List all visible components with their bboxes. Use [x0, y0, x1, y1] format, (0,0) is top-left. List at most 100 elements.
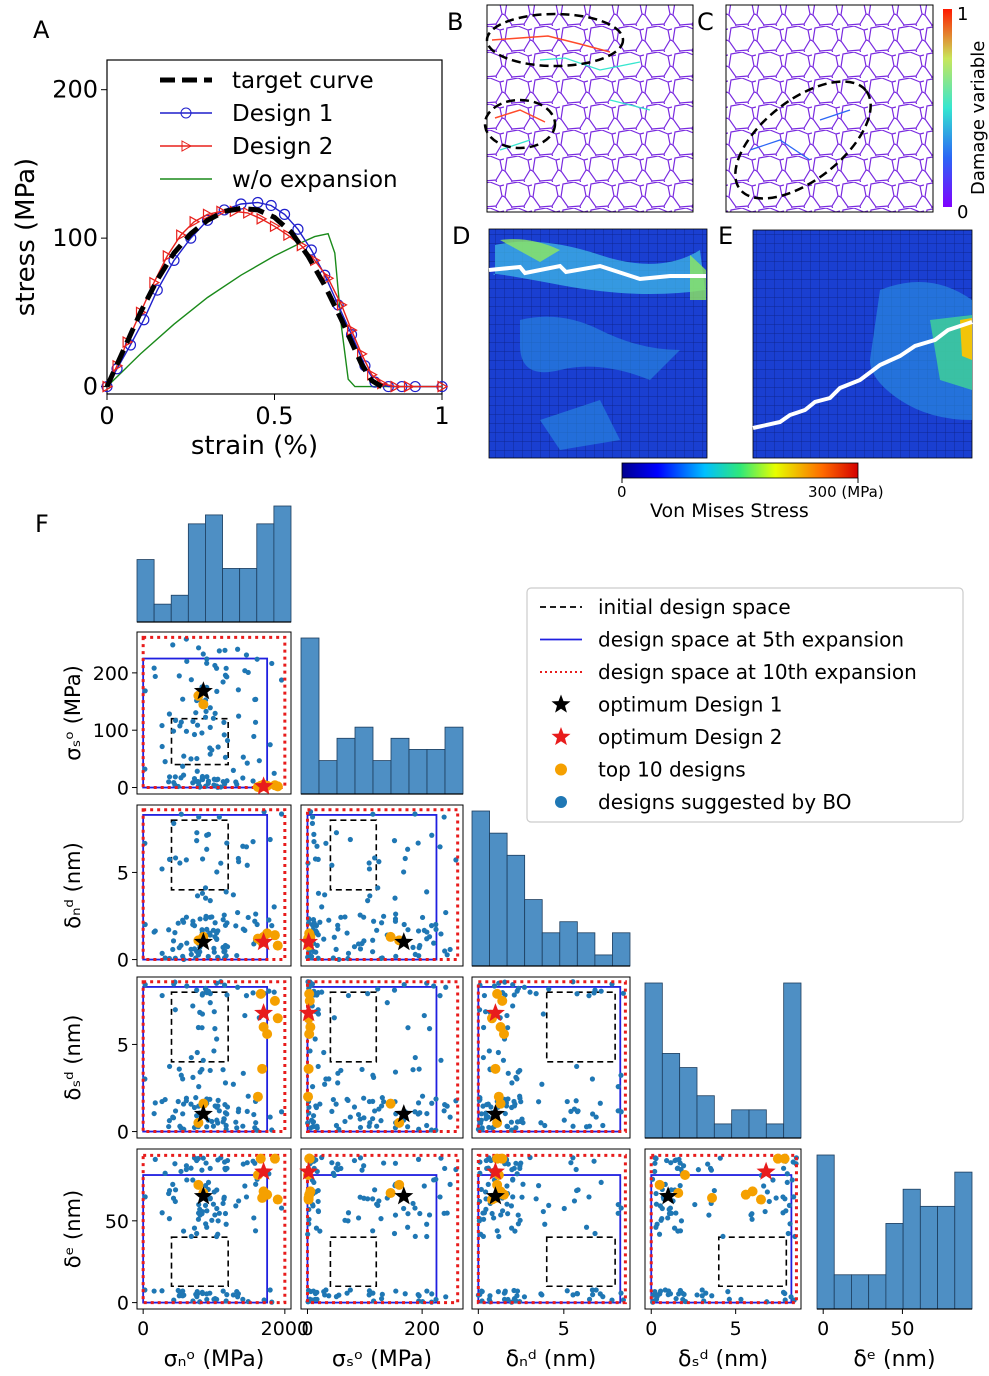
bo-design-point	[539, 1081, 545, 1087]
bo-design-point	[172, 1198, 178, 1205]
bo-design-point	[172, 855, 179, 861]
bo-design-point	[788, 1294, 794, 1300]
bo-design-point	[478, 1111, 485, 1117]
row-axis-label: δₛᵈ (nm)	[61, 1014, 85, 1100]
bo-design-point	[589, 1287, 596, 1293]
bo-design-point	[183, 1095, 190, 1101]
x-tick-label: 0.5	[255, 402, 293, 430]
bo-design-point	[509, 1225, 515, 1231]
bo-design-point	[166, 1123, 172, 1130]
bo-design-point	[194, 830, 200, 836]
x-tick-label: 5	[558, 1318, 570, 1340]
bo-design-point	[199, 1167, 205, 1173]
bo-design-point	[393, 1288, 399, 1294]
bo-design-point	[381, 1099, 387, 1105]
design-2-marker	[437, 380, 449, 393]
bo-design-point	[419, 914, 426, 921]
bo-design-point	[342, 1217, 348, 1223]
bo-design-point	[571, 1198, 578, 1204]
bo-design-point	[726, 1296, 732, 1302]
bo-design-point	[361, 938, 367, 944]
bo-design-point	[447, 1181, 453, 1187]
bo-design-point	[375, 1202, 381, 1209]
bo-design-point	[253, 1120, 259, 1126]
bo-design-point	[180, 917, 186, 923]
bo-design-point	[230, 767, 236, 773]
bo-design-point	[207, 705, 213, 711]
bo-design-point	[191, 1104, 198, 1111]
bo-design-point	[159, 1210, 165, 1216]
bo-design-point	[159, 722, 165, 729]
hist-bar	[354, 726, 374, 795]
bo-design-point	[194, 1049, 200, 1056]
panel-e-stress-map	[752, 229, 973, 459]
bo-design-point	[381, 1160, 387, 1166]
expansion-5-box	[142, 1174, 269, 1304]
bo-design-point	[321, 936, 327, 942]
bo-design-point	[378, 920, 385, 926]
bo-design-point	[315, 1198, 321, 1205]
bo-design-point	[190, 1177, 196, 1183]
bo-design-point	[392, 1212, 399, 1218]
bo-design-point	[177, 723, 183, 729]
y-axis-label: stress (MPa)	[11, 158, 41, 316]
bo-design-point	[236, 713, 242, 719]
bo-design-point	[172, 774, 178, 780]
scatter-subplot-frame	[300, 1148, 464, 1310]
bo-design-point	[311, 839, 317, 845]
bo-design-point	[207, 1000, 213, 1006]
series-line-2	[106, 210, 442, 388]
design-2-star	[485, 1003, 505, 1022]
initial-space-box	[329, 1236, 378, 1288]
bo-design-point	[309, 820, 316, 826]
design-2-marker	[162, 249, 174, 262]
bo-design-point	[725, 1289, 731, 1295]
bo-design-point	[573, 1098, 579, 1104]
design-1-star	[485, 1104, 505, 1123]
bo-design-point	[517, 1165, 523, 1171]
bo-design-point	[405, 1224, 411, 1230]
bo-design-point	[564, 1288, 570, 1294]
column-axis-label: δᵉ (nm)	[853, 1347, 935, 1372]
bo-design-point	[312, 1036, 318, 1042]
x-tick-label: 0	[817, 1318, 829, 1340]
bo-design-point	[338, 1067, 344, 1074]
bo-design-point	[357, 1124, 364, 1131]
bo-design-point	[215, 1218, 221, 1224]
bo-design-point	[252, 918, 258, 924]
bo-design-point	[313, 1104, 320, 1111]
initial-space-box	[329, 819, 378, 891]
bo-design-point	[235, 984, 241, 990]
hist-bar	[153, 603, 172, 623]
bo-design-point	[366, 866, 373, 872]
bo-design-point	[193, 1291, 199, 1297]
bo-design-point	[659, 1205, 665, 1212]
panel-label-C: C	[697, 8, 714, 36]
bo-design-point	[271, 989, 277, 995]
bo-design-point	[194, 722, 201, 728]
bo-design-point	[692, 1201, 698, 1208]
bo-design-point	[207, 930, 213, 936]
bo-design-point	[188, 1054, 194, 1061]
hist-bar	[187, 523, 206, 623]
design-1-star	[193, 932, 213, 951]
bo-design-point	[600, 1122, 606, 1129]
bo-design-point	[305, 1231, 311, 1237]
bo-design-point	[244, 760, 250, 766]
bo-design-point	[214, 1036, 220, 1042]
bo-design-point	[500, 1057, 507, 1063]
bo-design-point	[345, 950, 352, 956]
bo-design-point	[347, 836, 353, 843]
hist-bar	[919, 1205, 938, 1310]
bo-design-point	[202, 1202, 209, 1209]
bo-design-point	[315, 890, 322, 896]
x-tick-label: 0	[301, 1318, 313, 1340]
column-axis-label: δₛᵈ (nm)	[678, 1347, 768, 1372]
expansion-10-box	[141, 980, 287, 1134]
y-tick-label: 200	[52, 76, 98, 104]
bo-design-point	[250, 778, 256, 784]
bo-design-point	[405, 1211, 411, 1217]
hist-bar	[222, 568, 241, 623]
top-design-point	[490, 1063, 501, 1074]
bo-design-point	[333, 946, 339, 952]
